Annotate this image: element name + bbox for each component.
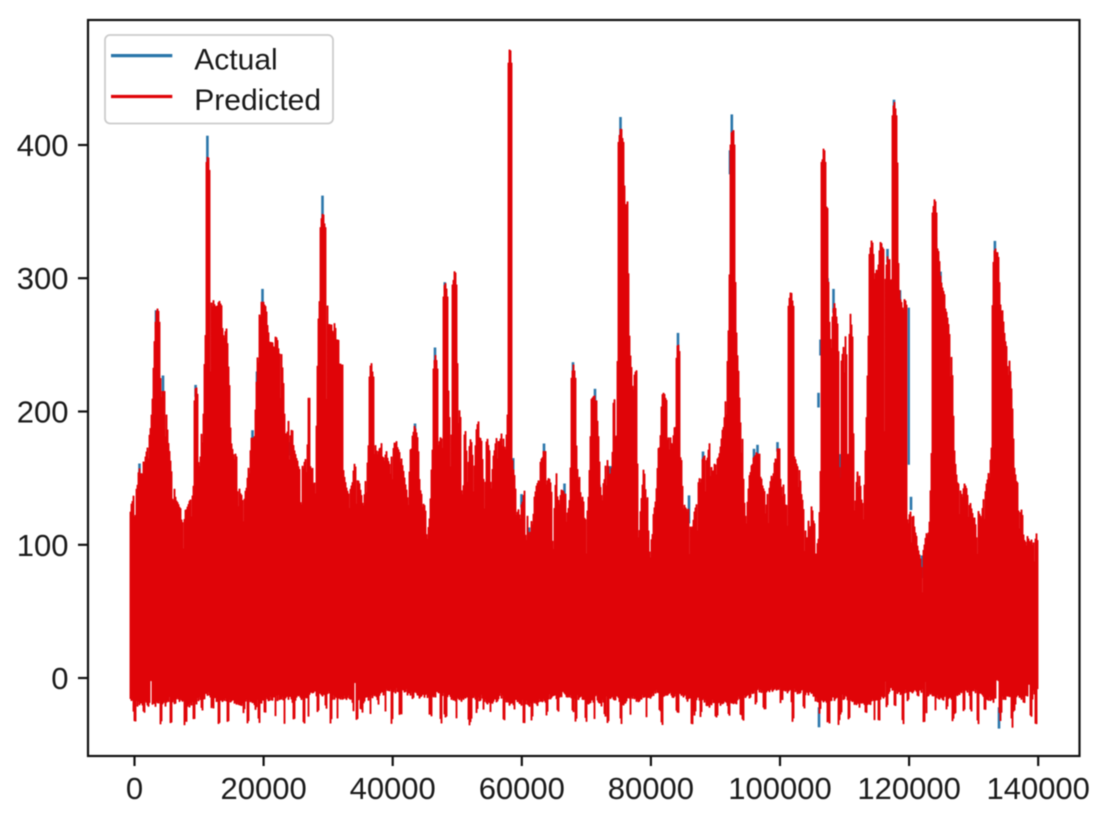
svg-text:200: 200 — [17, 395, 69, 430]
svg-text:140000: 140000 — [986, 771, 1089, 806]
svg-text:80000: 80000 — [608, 771, 694, 806]
svg-text:0: 0 — [51, 661, 68, 696]
svg-text:100000: 100000 — [728, 771, 831, 806]
svg-text:40000: 40000 — [350, 771, 436, 806]
svg-text:100: 100 — [17, 528, 69, 563]
svg-text:400: 400 — [17, 128, 69, 163]
svg-text:0: 0 — [126, 771, 143, 806]
svg-text:60000: 60000 — [479, 771, 565, 806]
svg-text:Predicted: Predicted — [194, 84, 321, 117]
svg-text:120000: 120000 — [857, 771, 960, 806]
svg-text:20000: 20000 — [220, 771, 306, 806]
svg-text:300: 300 — [17, 261, 69, 296]
svg-text:Actual: Actual — [194, 43, 277, 76]
